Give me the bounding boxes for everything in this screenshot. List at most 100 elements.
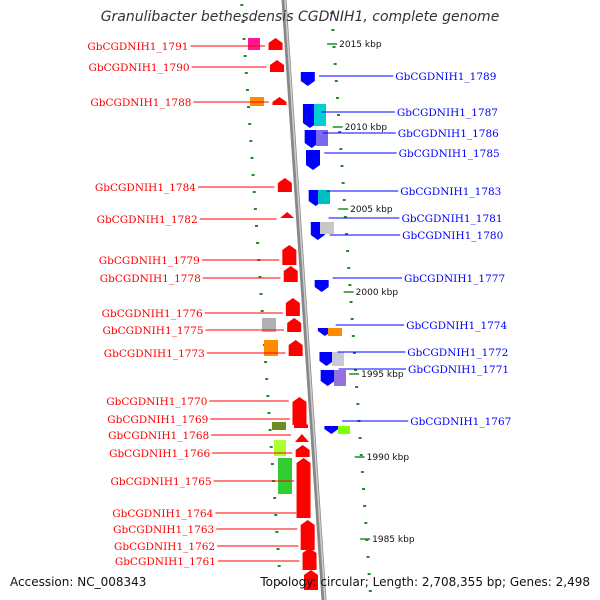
forward-gene-label[interactable]: GbCGDNIH1_1788	[90, 97, 191, 109]
tick-label: 2010 kbp	[345, 123, 388, 133]
reverse-gene-label[interactable]: GbCGDNIH1_1772	[407, 347, 508, 359]
gc-dot	[256, 242, 259, 244]
gc-dot	[348, 284, 351, 286]
tick-label: 2005 kbp	[350, 205, 393, 215]
gc-dot	[266, 395, 269, 397]
forward-gene[interactable]	[278, 178, 292, 192]
gc-dot	[250, 157, 253, 159]
gene-annotation-block[interactable]	[272, 422, 286, 430]
gene-track	[248, 38, 350, 590]
reverse-gene[interactable]	[319, 352, 333, 366]
forward-gene[interactable]	[287, 318, 301, 332]
forward-gene[interactable]	[292, 397, 306, 425]
forward-gene[interactable]	[295, 434, 309, 442]
forward-gene-label[interactable]: GbCGDNIH1_1775	[103, 325, 204, 337]
gene-annotation-block[interactable]	[248, 38, 260, 50]
reverse-gene[interactable]	[306, 150, 320, 170]
forward-gene-label[interactable]: GbCGDNIH1_1791	[87, 41, 188, 53]
reverse-gene-label[interactable]: GbCGDNIH1_1785	[399, 148, 500, 160]
gene-annotation-block[interactable]	[338, 426, 350, 434]
gc-dot	[269, 429, 272, 431]
gc-dot	[364, 522, 367, 524]
forward-gene-label[interactable]: GbCGDNIH1_1779	[99, 255, 200, 267]
gene-annotation-block[interactable]	[334, 370, 346, 386]
gc-dot	[248, 123, 251, 125]
forward-gene[interactable]	[280, 212, 294, 218]
gc-dot	[361, 471, 364, 473]
gc-dot	[356, 403, 359, 405]
forward-gene-label[interactable]: GbCGDNIH1_1766	[109, 448, 210, 460]
reverse-gene-label[interactable]: GbCGDNIH1_1787	[397, 107, 498, 119]
forward-gene-label[interactable]: GbCGDNIH1_1763	[113, 524, 214, 536]
gene-annotation-block[interactable]	[332, 352, 344, 366]
gc-dot	[247, 106, 250, 108]
map-title: Granulibacter bethesdensis CGDNIH1, comp…	[0, 9, 600, 25]
reverse-gene[interactable]	[321, 370, 335, 386]
forward-gene-label[interactable]: GbCGDNIH1_1769	[107, 414, 208, 426]
forward-gene[interactable]	[284, 266, 298, 282]
gc-dot	[337, 114, 340, 116]
gene-annotation-block[interactable]	[274, 440, 286, 456]
tick-label: 2000 kbp	[356, 288, 399, 298]
reverse-gene[interactable]	[315, 280, 329, 292]
accession-label: Accession: NC_008343	[10, 575, 146, 589]
forward-gene[interactable]	[282, 245, 296, 265]
forward-gene-label[interactable]: GbCGDNIH1_1773	[104, 348, 205, 360]
gene-annotation-block[interactable]	[320, 222, 334, 234]
forward-gene[interactable]	[296, 445, 310, 457]
gene-annotation-block[interactable]	[278, 458, 292, 494]
reverse-gene-label[interactable]: GbCGDNIH1_1780	[402, 230, 503, 242]
reverse-gene-label[interactable]: GbCGDNIH1_1781	[401, 213, 502, 225]
gc-dot	[347, 267, 350, 269]
forward-gene-label[interactable]: GbCGDNIH1_1770	[106, 396, 207, 408]
forward-gene-label[interactable]: GbCGDNIH1_1768	[108, 430, 209, 442]
gc-dot	[270, 446, 273, 448]
gene-annotation-block[interactable]	[264, 340, 278, 356]
gc-dot	[261, 310, 264, 312]
gc-dot	[359, 437, 362, 439]
gc-dot	[360, 454, 363, 456]
topology-info: Topology: circular; Length: 2,708,355 bp…	[260, 575, 590, 589]
gc-dot	[252, 174, 255, 176]
forward-gene[interactable]	[303, 548, 317, 570]
forward-gene-label[interactable]: GbCGDNIH1_1784	[95, 182, 196, 194]
forward-gene-label[interactable]: GbCGDNIH1_1782	[97, 214, 198, 226]
reverse-gene-label[interactable]: GbCGDNIH1_1789	[395, 71, 496, 83]
forward-gene-label[interactable]: GbCGDNIH1_1778	[100, 273, 201, 285]
gc-dot	[331, 29, 334, 31]
forward-gene-label[interactable]: GbCGDNIH1_1790	[88, 62, 189, 74]
forward-gene[interactable]	[286, 298, 300, 316]
gene-annotation-block[interactable]	[318, 190, 330, 204]
forward-gene[interactable]	[269, 38, 283, 50]
gene-annotation-block[interactable]	[328, 328, 342, 336]
forward-gene-label[interactable]: GbCGDNIH1_1764	[112, 508, 213, 520]
forward-gene[interactable]	[272, 97, 286, 105]
gc-dot	[274, 514, 277, 516]
reverse-gene[interactable]	[324, 426, 338, 434]
forward-gene-label[interactable]: GbCGDNIH1_1762	[114, 541, 215, 553]
forward-gene[interactable]	[289, 340, 303, 356]
gc-dot	[369, 590, 372, 592]
gc-dot	[363, 505, 366, 507]
reverse-gene-label[interactable]: GbCGDNIH1_1767	[410, 416, 511, 428]
gene-annotation-block[interactable]	[314, 104, 326, 126]
forward-gene-label[interactable]: GbCGDNIH1_1776	[102, 308, 203, 320]
gc-dot	[240, 4, 243, 6]
reverse-gene-label[interactable]: GbCGDNIH1_1783	[400, 186, 501, 198]
reverse-gene-label[interactable]: GbCGDNIH1_1786	[398, 128, 499, 140]
reverse-gene-label[interactable]: GbCGDNIH1_1777	[404, 273, 505, 285]
gc-dot	[340, 165, 343, 167]
forward-gene-label[interactable]: GbCGDNIH1_1761	[115, 556, 216, 568]
forward-gene[interactable]	[301, 520, 315, 550]
reverse-gene-label[interactable]: GbCGDNIH1_1771	[408, 364, 509, 376]
reverse-gene-label[interactable]: GbCGDNIH1_1774	[406, 320, 507, 332]
tick-label: 2015 kbp	[339, 40, 382, 50]
gc-dot	[334, 63, 337, 65]
forward-gene[interactable]	[297, 458, 311, 518]
forward-gene[interactable]	[270, 60, 284, 72]
forward-gene-label[interactable]: GbCGDNIH1_1765	[111, 476, 212, 488]
gc-dot	[362, 488, 365, 490]
reverse-gene[interactable]	[301, 72, 315, 86]
gc-dot	[254, 208, 257, 210]
gene-annotation-block[interactable]	[316, 130, 328, 146]
